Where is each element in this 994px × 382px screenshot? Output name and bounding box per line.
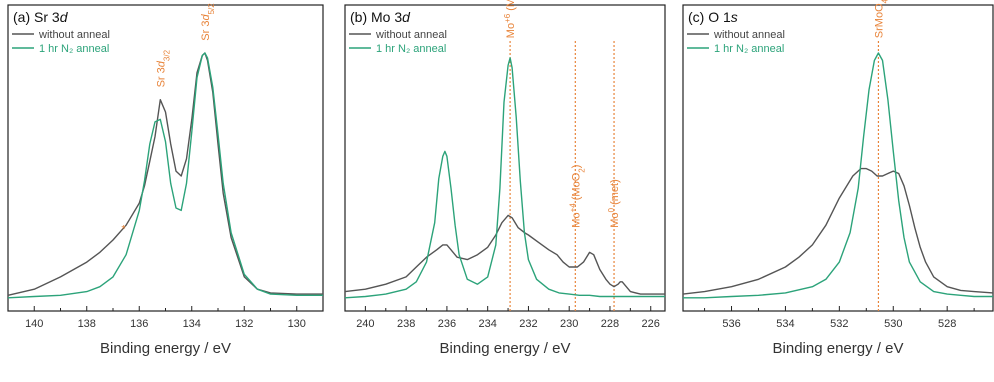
chart-title: (a) Sr 3d bbox=[13, 9, 69, 25]
x-axis-label: Binding energy / eV bbox=[100, 340, 231, 357]
legend-label: without anneal bbox=[713, 29, 785, 41]
annotation-main: Mo bbox=[609, 212, 621, 227]
peak-annotation: Mo+4 (MoO2) bbox=[568, 165, 586, 228]
legend-label: 1 hr N₂ anneal bbox=[39, 43, 109, 55]
annotation-close: ) bbox=[570, 165, 582, 169]
legend-label: without anneal bbox=[375, 29, 447, 41]
annotation-sup: +6 bbox=[503, 13, 512, 23]
x-tick-label: 528 bbox=[938, 318, 956, 330]
annotation-sup: 0 bbox=[607, 207, 616, 212]
series-line-1 bbox=[683, 52, 993, 299]
title-text: (c) O 1 bbox=[688, 9, 731, 25]
annotation-main: Mo bbox=[505, 23, 517, 38]
x-tick-label: 532 bbox=[830, 318, 848, 330]
x-tick-label: 530 bbox=[884, 318, 902, 330]
x-axis-label: Binding energy / eV bbox=[773, 340, 904, 357]
x-tick-label: 130 bbox=[288, 318, 306, 330]
annotation-sub: 2 bbox=[577, 168, 586, 173]
peak-annotation: Sr 3d3/2 bbox=[155, 49, 171, 87]
chart-title: (b) Mo 3d bbox=[350, 9, 411, 25]
chart-title: (c) O 1s bbox=[688, 9, 738, 25]
title-text: (b) Mo 3 bbox=[350, 9, 402, 25]
x-tick-label: 534 bbox=[776, 318, 794, 330]
plot-frame bbox=[682, 4, 994, 312]
annotation-rest: (MoO bbox=[570, 172, 582, 203]
annotation-asterisk: * bbox=[121, 224, 126, 236]
peak-annotation: SrMoO4 bbox=[873, 0, 889, 38]
chart-panel-1: 240 238 236 234 232 230 228 226 Binding energy /… bbox=[344, 0, 666, 357]
title-orbital: d bbox=[402, 9, 411, 25]
annotation-main: SrMoO bbox=[873, 3, 885, 38]
annotation-orbital: d bbox=[200, 14, 212, 21]
annotation-rest: (met) bbox=[609, 179, 621, 208]
x-tick-label: 140 bbox=[25, 318, 43, 330]
x-tick-label: 240 bbox=[356, 318, 374, 330]
x-tick-label: 236 bbox=[438, 318, 456, 330]
chart-panel-0: 140 138 136 134 132 130 Binding energy / eV (a)… bbox=[7, 3, 324, 357]
x-axis-label: Binding energy / eV bbox=[440, 340, 571, 357]
title-orbital: s bbox=[731, 9, 738, 25]
annotation-main: Mo bbox=[570, 212, 582, 227]
x-tick-label: 228 bbox=[601, 318, 619, 330]
peak-annotation: Mo0 (met) bbox=[607, 179, 622, 227]
x-tick-label: 134 bbox=[183, 318, 201, 330]
x-tick-label: 138 bbox=[78, 318, 96, 330]
plot-frame bbox=[344, 4, 666, 312]
series-line-0 bbox=[7, 52, 323, 296]
x-tick-label: 136 bbox=[130, 318, 148, 330]
annotation-sub: 5/2 bbox=[206, 3, 215, 15]
series-line-1 bbox=[7, 52, 323, 299]
annotation-rest: (MoO bbox=[505, 0, 517, 14]
title-text: (a) Sr 3 bbox=[13, 9, 60, 25]
x-tick-label: 132 bbox=[235, 318, 253, 330]
legend-label: 1 hr N₂ anneal bbox=[714, 43, 784, 55]
legend-label: without anneal bbox=[38, 29, 110, 41]
annotation-orbital: d bbox=[155, 60, 167, 67]
x-tick-label: 238 bbox=[397, 318, 415, 330]
chart-panel-2: 536 534 532 530 528 Binding energy / eV (c) O … bbox=[682, 0, 994, 357]
annotation-sub: 3/2 bbox=[162, 49, 171, 61]
x-tick-label: 226 bbox=[642, 318, 660, 330]
peak-annotation: Sr 3d5/2 bbox=[200, 3, 216, 41]
x-tick-label: 234 bbox=[478, 318, 496, 330]
annotation-main: Sr 3 bbox=[155, 67, 167, 87]
title-orbital: d bbox=[60, 9, 69, 25]
annotation-sub: 4 bbox=[880, 0, 889, 3]
annotation-sup: +4 bbox=[568, 203, 577, 213]
series-line-0 bbox=[344, 214, 665, 295]
x-tick-label: 536 bbox=[722, 318, 740, 330]
legend-label: 1 hr N₂ anneal bbox=[376, 43, 446, 55]
series-line-0 bbox=[682, 167, 994, 295]
series-line-1 bbox=[344, 57, 665, 299]
x-tick-label: 230 bbox=[560, 318, 578, 330]
annotation-main: Sr 3 bbox=[200, 21, 212, 41]
x-tick-label: 232 bbox=[519, 318, 537, 330]
peak-annotation: Mo+6 (MoO3) bbox=[503, 0, 521, 38]
